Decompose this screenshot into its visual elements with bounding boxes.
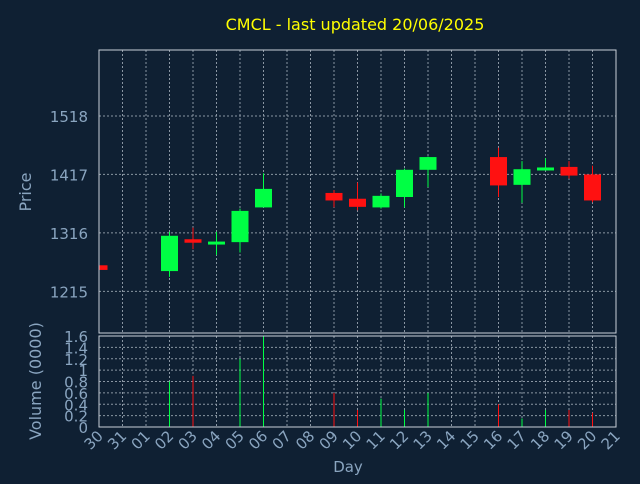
volume-axis-label: Volume (0000) xyxy=(26,322,45,440)
x-tick-label: 08 xyxy=(292,427,318,453)
price-panel-border xyxy=(98,49,617,334)
candle-body xyxy=(372,195,390,208)
volume-panel: 00.20.40.60.811.21.41.6 xyxy=(64,328,617,437)
price-tick-label: 1417 xyxy=(50,166,88,184)
x-tick-label: 15 xyxy=(457,427,483,453)
x-tick-label: 31 xyxy=(104,427,130,453)
volume-tick-label: 1.4 xyxy=(64,339,88,357)
price-axis-label: Price xyxy=(16,172,35,211)
x-tick-label: 11 xyxy=(363,427,389,453)
volume-tick-label: 0.8 xyxy=(64,374,88,392)
candle-body xyxy=(419,157,437,170)
candle-body xyxy=(349,198,366,207)
candle-body xyxy=(396,169,413,197)
x-tick-label: 02 xyxy=(151,427,177,453)
volume-tick-label: 0.6 xyxy=(64,385,88,403)
candle-body xyxy=(161,235,178,272)
candle-body xyxy=(560,166,578,176)
candle-body xyxy=(584,174,601,201)
x-tick-label: 04 xyxy=(198,427,224,453)
volume-tick-label: 0.4 xyxy=(64,396,88,414)
candle-body xyxy=(208,241,225,245)
x-tick-label: 10 xyxy=(339,427,365,453)
x-tick-label: 16 xyxy=(480,427,506,453)
candle-body xyxy=(231,210,249,243)
volume-panel-border xyxy=(98,335,617,428)
x-tick-label: 20 xyxy=(574,427,600,453)
volume-tick-label: 0.2 xyxy=(64,408,88,426)
x-tick-label: 07 xyxy=(269,427,295,453)
x-axis-ticks: 3031010203040506070809101112131415161718… xyxy=(81,427,624,453)
candle-body xyxy=(490,157,507,186)
candle-body xyxy=(99,265,108,270)
x-tick-label: 05 xyxy=(222,427,248,453)
x-tick-label: 17 xyxy=(504,427,530,453)
volume-tick-label: 1 xyxy=(78,362,88,380)
candle-body xyxy=(325,192,343,201)
x-tick-label: 01 xyxy=(128,427,154,453)
price-tick-label: 1316 xyxy=(50,225,88,243)
x-tick-label: 13 xyxy=(410,427,436,453)
x-tick-label: 03 xyxy=(175,427,201,453)
x-tick-label: 09 xyxy=(316,427,342,453)
x-tick-label: 14 xyxy=(433,427,459,453)
candle-body xyxy=(184,239,202,243)
volume-tick-label: 0 xyxy=(78,419,88,437)
x-axis-label: Day xyxy=(333,458,363,476)
candle-body xyxy=(537,167,554,171)
x-tick-label: 18 xyxy=(527,427,553,453)
price-tick-label: 1215 xyxy=(50,283,88,301)
price-tick-label: 1518 xyxy=(50,108,88,126)
volume-tick-label: 1.2 xyxy=(64,351,88,369)
x-tick-label: 12 xyxy=(386,427,412,453)
chart-title: CMCL - last updated 20/06/2025 xyxy=(226,15,485,34)
x-tick-label: 06 xyxy=(245,427,271,453)
x-tick-label: 19 xyxy=(551,427,577,453)
candle-body xyxy=(513,169,531,185)
volume-tick-label: 1.6 xyxy=(64,328,88,346)
price-panel: 1215 1316 1417 1518 xyxy=(50,49,617,334)
x-tick-label: 21 xyxy=(598,427,624,453)
candle-body xyxy=(255,188,272,208)
